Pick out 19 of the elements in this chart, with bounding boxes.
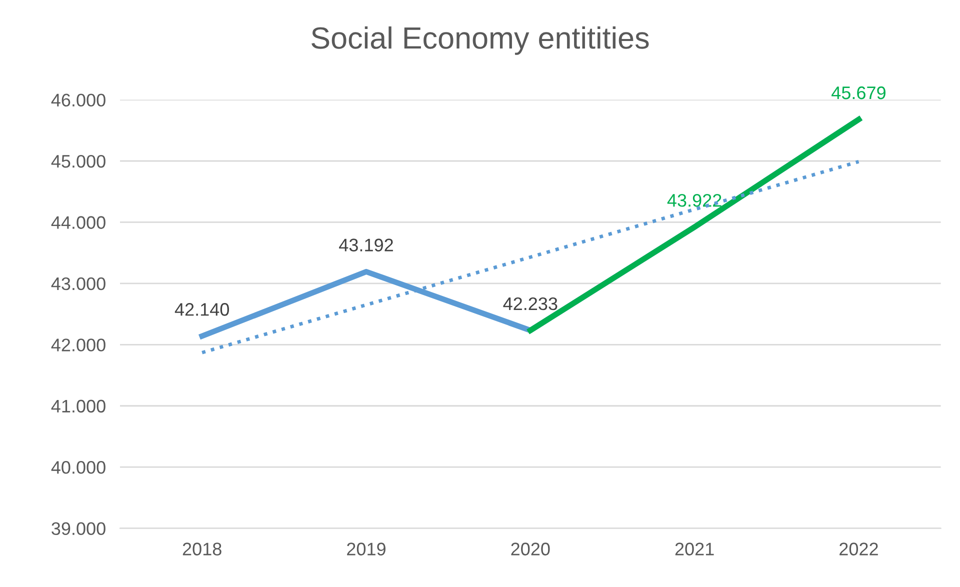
x-tick-label: 2021: [675, 542, 714, 556]
data-label: 43.922: [667, 194, 722, 207]
x-tick-label: 2022: [840, 542, 878, 556]
x-tick-label: 2019: [347, 542, 386, 556]
y-tick-label: 45.000: [51, 154, 106, 168]
y-tick-label: 42.000: [51, 338, 106, 352]
y-tick-label: 44.000: [51, 216, 106, 229]
data-label: 42.233: [503, 297, 558, 310]
y-tick-label: 46.000: [51, 94, 106, 107]
chart-title: Social Economy entitities: [312, 26, 649, 55]
y-tick-label: 40.000: [51, 461, 106, 474]
y-tick-label: 39.000: [52, 522, 106, 536]
data-label: 42.140: [174, 303, 229, 316]
data-label: 45.679: [832, 86, 886, 100]
y-tick-label: 41.000: [51, 400, 106, 413]
y-tick-label: 43.000: [51, 277, 106, 290]
x-tick-label: 2018: [182, 542, 222, 556]
data-label: 43.192: [339, 238, 393, 252]
x-tick-label: 2020: [511, 542, 550, 556]
